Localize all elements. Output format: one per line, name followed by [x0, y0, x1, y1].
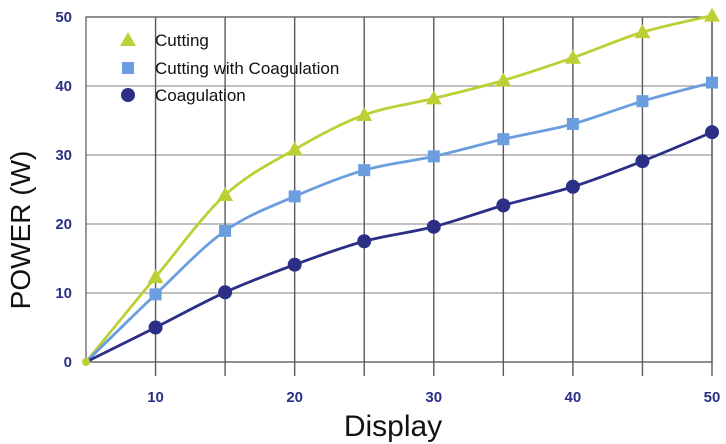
- data-point-square: [288, 190, 301, 203]
- legend-marker-triangle: [120, 32, 136, 46]
- y-tick-label: 0: [64, 354, 72, 371]
- series-group: [82, 7, 720, 366]
- series-line: [85, 81, 713, 364]
- data-point-circle: [565, 179, 580, 194]
- x-tick-label: 40: [565, 389, 582, 406]
- x-tick-label: 50: [704, 389, 721, 406]
- series-circle: [85, 125, 719, 364]
- data-point-circle: [218, 285, 233, 300]
- data-point-circle: [287, 257, 302, 272]
- data-point-square: [497, 133, 510, 146]
- plot-frame: [85, 16, 713, 363]
- y-tick-label: 40: [55, 78, 72, 95]
- data-point-triangle: [495, 72, 512, 87]
- legend: Cutting Cutting with Coagulation Coagulati…: [120, 31, 339, 105]
- data-point-triangle: [704, 7, 720, 22]
- legend-marker-square: [122, 62, 134, 74]
- x-axis-title: Display: [344, 410, 442, 443]
- data-point-circle: [496, 198, 511, 213]
- legend-label: Cutting: [155, 31, 209, 50]
- origin-point: [82, 358, 90, 366]
- data-point-triangle: [356, 106, 373, 121]
- data-point-circle: [705, 125, 719, 140]
- data-point-circle: [426, 219, 441, 234]
- data-point-square: [149, 288, 162, 301]
- data-point-square: [706, 76, 718, 89]
- data-point-triangle: [286, 141, 303, 156]
- y-tick-label: 50: [55, 9, 72, 26]
- data-point-triangle: [425, 90, 442, 105]
- y-axis-title: POWER (W): [5, 151, 36, 310]
- series-square: [85, 76, 718, 364]
- data-point-square: [636, 95, 649, 108]
- x-tick-label: 30: [425, 389, 442, 406]
- y-tick-label: 30: [55, 147, 72, 164]
- data-point-square: [358, 164, 371, 177]
- data-point-square: [219, 224, 232, 237]
- data-point-circle: [148, 320, 163, 335]
- data-point-circle: [635, 154, 650, 169]
- data-point-circle: [357, 234, 372, 249]
- series-line: [85, 130, 713, 364]
- data-point-triangle: [147, 269, 164, 284]
- axes: 0 10 20 30 40 50 10 20 30 40 50: [55, 9, 720, 406]
- data-point-triangle: [217, 187, 234, 202]
- data-point-triangle: [634, 24, 651, 39]
- x-tick-label: 10: [147, 389, 164, 406]
- x-tick-label: 20: [286, 389, 303, 406]
- legend-marker-circle: [121, 88, 135, 102]
- legend-label: Cutting with Coagulation: [155, 59, 339, 78]
- data-point-triangle: [564, 49, 581, 64]
- legend-label: Coagulation: [155, 86, 246, 105]
- data-point-square: [427, 150, 440, 163]
- y-tick-label: 20: [55, 216, 72, 233]
- series-triangle: [84, 7, 720, 363]
- series-line: [84, 14, 713, 363]
- data-point-square: [566, 117, 579, 130]
- y-tick-label: 10: [55, 285, 72, 302]
